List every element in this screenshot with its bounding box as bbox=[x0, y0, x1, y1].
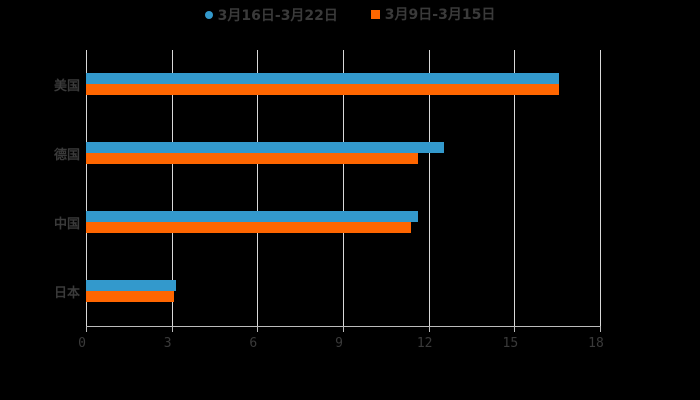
x-tick-label: 3 bbox=[163, 336, 172, 351]
gridline bbox=[257, 50, 259, 326]
category-label: 德国 bbox=[53, 148, 80, 163]
legend-item-week2[interactable]: 3月16日-3月22日 bbox=[204, 5, 338, 25]
x-tick-label: 9 bbox=[335, 336, 343, 351]
chart-legend: 3月16日-3月22日 3月9日-3月15日 bbox=[0, 4, 700, 25]
x-tick-label: 12 bbox=[416, 336, 433, 351]
legend-marker-square-icon bbox=[370, 9, 380, 19]
x-tick bbox=[428, 326, 430, 332]
gridline bbox=[343, 50, 344, 326]
gridline bbox=[514, 50, 516, 326]
x-tick bbox=[257, 326, 259, 332]
bar[interactable] bbox=[86, 222, 411, 233]
gridline bbox=[600, 50, 601, 326]
legend-marker-circle-icon bbox=[204, 10, 213, 19]
x-tick-label: 6 bbox=[249, 336, 258, 351]
gridline bbox=[86, 50, 87, 326]
bar[interactable] bbox=[86, 153, 418, 164]
bar[interactable] bbox=[86, 84, 559, 95]
x-tick-label: 0 bbox=[78, 336, 86, 351]
bar[interactable] bbox=[86, 211, 418, 222]
bar[interactable] bbox=[86, 142, 444, 153]
plot-area bbox=[86, 50, 601, 326]
category-label: 中国 bbox=[53, 217, 80, 232]
legend-item-week1[interactable]: 3月9日-3月15日 bbox=[370, 4, 496, 24]
x-tick bbox=[171, 326, 173, 332]
gridline bbox=[171, 50, 173, 326]
x-tick bbox=[343, 326, 344, 332]
legend-label: 3月9日-3月15日 bbox=[384, 7, 496, 23]
category-label: 美国 bbox=[53, 79, 80, 94]
x-tick bbox=[514, 326, 516, 332]
x-tick-label: 15 bbox=[502, 336, 519, 351]
category-label: 日本 bbox=[53, 286, 80, 301]
bar[interactable] bbox=[86, 280, 176, 291]
legend-label: 3月16日-3月22日 bbox=[217, 7, 338, 24]
x-tick bbox=[600, 326, 601, 332]
gridline bbox=[428, 50, 430, 326]
bar[interactable] bbox=[86, 291, 174, 302]
x-tick-label: 18 bbox=[588, 336, 604, 351]
bar[interactable] bbox=[86, 73, 559, 84]
x-tick bbox=[86, 326, 87, 332]
